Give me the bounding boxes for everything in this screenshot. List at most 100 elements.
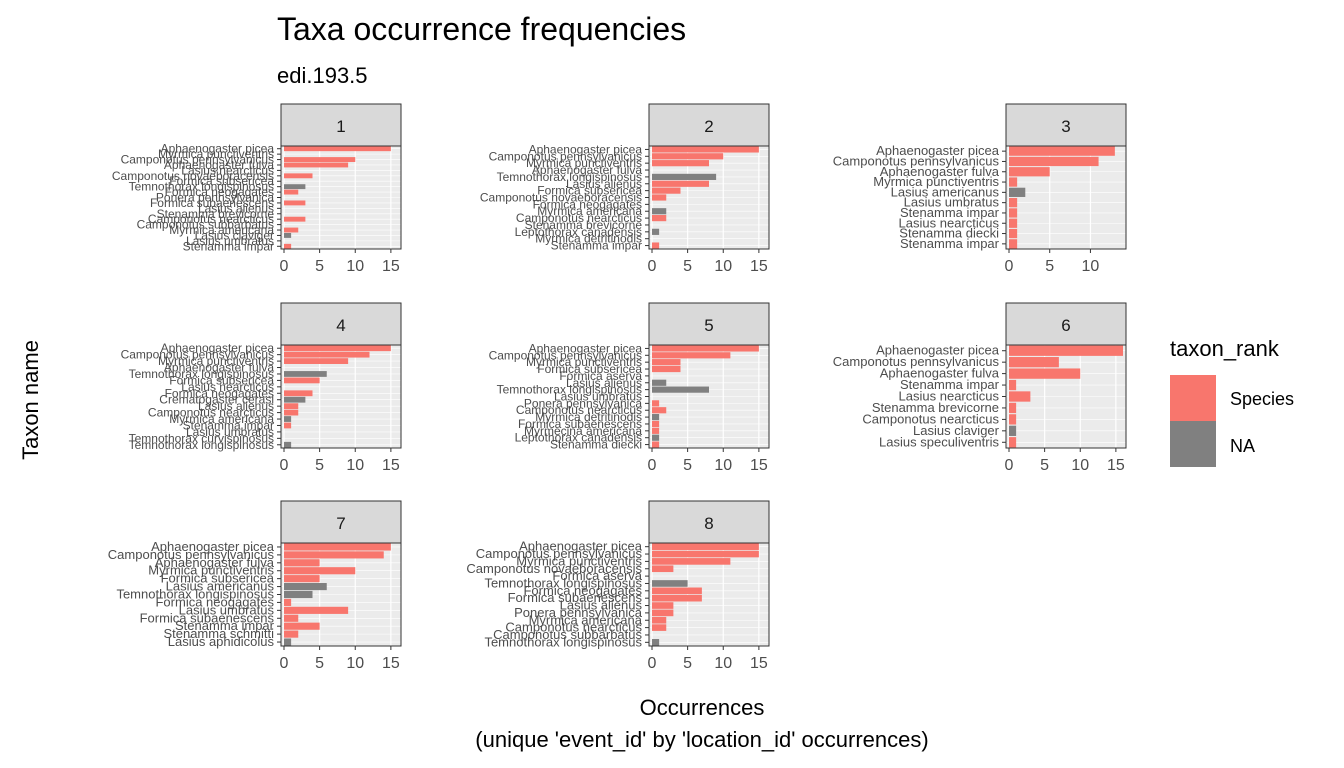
x-tick-label: 0 bbox=[648, 655, 657, 672]
bar bbox=[284, 590, 313, 599]
bar bbox=[284, 173, 313, 179]
y-tick-label: Camponotus pennsylvanicus bbox=[121, 153, 274, 167]
y-tick-label: Camponotus pennsylvanicus bbox=[489, 348, 642, 362]
bar bbox=[652, 639, 660, 646]
y-tick-label: Myrmica americana bbox=[529, 612, 643, 627]
bar bbox=[284, 358, 349, 364]
bar bbox=[1009, 345, 1123, 356]
x-tick-label: 5 bbox=[315, 258, 324, 275]
x-tick-label: 0 bbox=[280, 655, 289, 672]
legend-key-na bbox=[1170, 421, 1216, 467]
y-tick-label: Formica subsericea bbox=[161, 571, 275, 586]
chart-subtitle: edi.193.5 bbox=[277, 63, 368, 88]
bar bbox=[652, 194, 667, 201]
bar bbox=[284, 543, 391, 551]
facet-strip bbox=[648, 103, 770, 147]
x-tick-label: 10 bbox=[714, 258, 732, 275]
y-tick-label: Myrmica americana bbox=[169, 412, 274, 426]
y-tick-label: Formica neogagates bbox=[533, 197, 642, 211]
bar bbox=[284, 441, 292, 448]
bar bbox=[1009, 218, 1018, 228]
facet-strip-label: 6 bbox=[1061, 316, 1070, 335]
y-tick-label: Lasius aphidicolus bbox=[168, 634, 275, 649]
bar bbox=[1009, 414, 1017, 425]
bar bbox=[1009, 187, 1026, 197]
legend: taxon_rank Species NA bbox=[1170, 336, 1294, 467]
bar bbox=[284, 371, 327, 377]
y-tick-label: Camponotus nearcticus bbox=[148, 406, 274, 420]
x-tick-label: 15 bbox=[1107, 457, 1125, 474]
panel-border bbox=[280, 344, 402, 449]
bar bbox=[652, 434, 660, 441]
facet-strip-label: 4 bbox=[336, 316, 345, 335]
y-tick-label: Camponotus novaeboracensis bbox=[480, 191, 642, 205]
y-tick-label: Temnothorax longispinosus bbox=[129, 438, 274, 452]
bar bbox=[284, 409, 299, 416]
facet-strip bbox=[1005, 103, 1127, 147]
bar bbox=[652, 400, 660, 407]
y-tick-label: Lasius umbratus bbox=[186, 234, 274, 248]
bar bbox=[284, 345, 391, 352]
y-tick-label: Camponotus novaeboracensis bbox=[466, 561, 642, 576]
y-tick-label: Lasius alienus bbox=[560, 598, 643, 613]
bar bbox=[284, 583, 327, 591]
bar bbox=[652, 580, 688, 587]
y-tick-label: Lasius speculiventris bbox=[879, 434, 999, 449]
y-tick-label: Formica subaenescens bbox=[518, 417, 642, 431]
y-tick-label: Aphaenogaster picea bbox=[529, 341, 643, 355]
bar bbox=[1009, 239, 1018, 249]
y-tick-label: Camponotus novaeboracensis bbox=[112, 169, 274, 183]
x-tick-label: 0 bbox=[1005, 258, 1014, 275]
x-tick-label: 10 bbox=[346, 457, 364, 474]
bar bbox=[652, 550, 759, 558]
bar bbox=[1009, 425, 1017, 436]
y-tick-label: Camponotus pennsylvanicus bbox=[833, 354, 1000, 369]
panel-border bbox=[280, 145, 402, 250]
y-tick-label: Lasius alienus bbox=[566, 376, 642, 390]
bar bbox=[652, 153, 724, 160]
bar bbox=[652, 594, 702, 602]
x-tick-label: 0 bbox=[648, 457, 657, 474]
bar bbox=[652, 187, 681, 194]
bar bbox=[652, 602, 674, 609]
y-tick-label: Aphaenogaster picea bbox=[161, 341, 275, 355]
bar bbox=[1009, 357, 1059, 368]
bar bbox=[652, 624, 667, 631]
bar bbox=[1009, 228, 1018, 239]
legend-label-species: Species bbox=[1230, 389, 1294, 409]
bar bbox=[652, 379, 667, 386]
x-tick-label: 5 bbox=[315, 457, 324, 474]
bar bbox=[284, 614, 299, 622]
y-tick-label: Ponera pennsylvanica bbox=[524, 396, 642, 410]
bar bbox=[652, 146, 759, 153]
y-tick-label: Camponotus pennsylvanicus bbox=[833, 153, 1000, 168]
bar bbox=[652, 160, 709, 167]
x-tick-label: 15 bbox=[750, 457, 768, 474]
legend-key-species bbox=[1170, 375, 1216, 421]
bar bbox=[1009, 177, 1018, 187]
bar bbox=[652, 173, 717, 180]
y-tick-label: Lasius alienus bbox=[198, 399, 274, 413]
y-tick-label: Ponera pennsylvanica bbox=[514, 605, 643, 620]
x-tick-label: 5 bbox=[683, 457, 692, 474]
bar bbox=[284, 416, 292, 422]
y-tick-label: Crematogaster cerasi bbox=[159, 393, 274, 407]
y-tick-label: Aphaenogaster picea bbox=[876, 343, 1000, 358]
y-tick-label: Myrmica punctiventris bbox=[873, 174, 999, 189]
bar bbox=[1009, 402, 1017, 414]
y-tick-label: Formica subsericea bbox=[169, 373, 274, 387]
y-tick-label: Formica aserva bbox=[559, 369, 642, 383]
y-tick-label: Lasius alienus bbox=[566, 177, 642, 191]
y-tick-label: Formica aserva bbox=[552, 568, 642, 583]
y-tick-label: Stenamma diecki bbox=[550, 438, 642, 452]
bar bbox=[284, 351, 370, 358]
x-tick-label: 10 bbox=[714, 457, 732, 474]
y-tick-label: Temnothorax longispinosus bbox=[497, 170, 642, 184]
